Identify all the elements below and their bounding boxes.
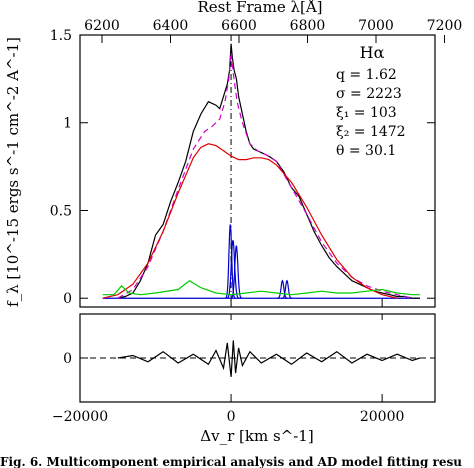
y-axis-title: f_λ [10^-15 ergs s^-1 cm^-2 A^-1] bbox=[4, 37, 22, 307]
top-tick-label-4: 7000 bbox=[358, 18, 394, 34]
observed-spectrum bbox=[117, 43, 420, 299]
y-tick-label-0: 0 bbox=[63, 291, 72, 307]
figure-caption: Fig. 6. Multicomponent empirical analysi… bbox=[0, 455, 462, 468]
res-y-tick-label-0: 0 bbox=[63, 351, 72, 367]
top-tick-label-0: 6200 bbox=[84, 18, 120, 34]
y-tick-label-1: 0.5 bbox=[50, 203, 72, 219]
annotation-param-2: σ = 2223 bbox=[336, 86, 402, 102]
annotation-param-1: q = 1.62 bbox=[336, 67, 397, 83]
narrow-component-3 bbox=[277, 279, 288, 299]
annotation-param-4: ξ₂ = 1472 bbox=[336, 124, 406, 140]
total-fit bbox=[117, 52, 413, 299]
top-tick-label-5: 7200 bbox=[427, 18, 463, 34]
annotation-title: Hα bbox=[360, 43, 385, 62]
annotation-param-3: ξ₁ = 103 bbox=[336, 105, 397, 121]
top-tick-label-2: 6600 bbox=[221, 18, 257, 34]
top-axis-title: Rest Frame λ[Å] bbox=[197, 0, 322, 16]
residual-series-0 bbox=[117, 340, 421, 377]
narrow-component-0 bbox=[224, 224, 236, 299]
x-axis-title: Δv_r [km s^-1] bbox=[200, 427, 313, 445]
iron-component bbox=[102, 279, 420, 296]
top-tick-label-3: 6800 bbox=[290, 18, 326, 34]
x-tick-label-2: 20000 bbox=[360, 409, 405, 425]
y-tick-label-2: 1 bbox=[63, 116, 72, 132]
top-tick-label-1: 6400 bbox=[153, 18, 189, 34]
broad-component bbox=[102, 143, 398, 299]
main-panel-frame bbox=[79, 34, 436, 308]
annotation-param-5: θ = 30.1 bbox=[336, 143, 396, 159]
narrow-component-1 bbox=[226, 240, 240, 299]
x-tick-label-0: −20000 bbox=[52, 409, 108, 425]
narrow-component-2 bbox=[230, 245, 243, 299]
narrow-component-4 bbox=[281, 279, 293, 299]
x-tick-label-1: 0 bbox=[227, 409, 236, 425]
y-tick-label-3: 1.5 bbox=[50, 28, 72, 44]
